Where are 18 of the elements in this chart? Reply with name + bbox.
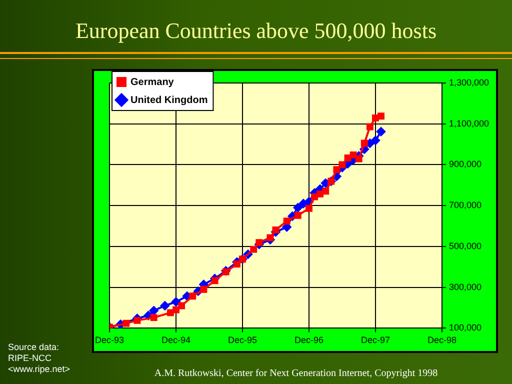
x-tick-label: Dec-94	[161, 335, 191, 346]
x-tick-label: Dec-95	[228, 335, 257, 346]
x-tick-label: Dec-93	[95, 335, 124, 346]
y-tick-label: 900,000	[448, 159, 482, 170]
legend-label: United Kingdom	[130, 94, 208, 106]
y-tick-label: 1,300,000	[448, 77, 490, 88]
chart-title: European Countries above 500,000 hosts	[74, 18, 438, 44]
legend-label: Germany	[130, 76, 174, 88]
x-tick-label: Dec-98	[427, 335, 456, 346]
y-tick-label: 500,000	[448, 240, 482, 251]
source-note: Source data: RIPE-NCC <www.ripe.net>	[8, 342, 70, 375]
y-tick-label: 300,000	[448, 282, 482, 292]
text: A.M. Rutkowski, Center for Next Generation Internet, Copyright 1998	[154, 368, 438, 379]
x-tick-label: Dec-97	[360, 335, 390, 346]
y-tick-label: 1,100,000	[448, 118, 490, 128]
x-tick-label: Dec-96	[294, 335, 324, 346]
y-tick-label: 100,000	[448, 322, 482, 333]
y-tick-label: 700,000	[448, 200, 482, 210]
